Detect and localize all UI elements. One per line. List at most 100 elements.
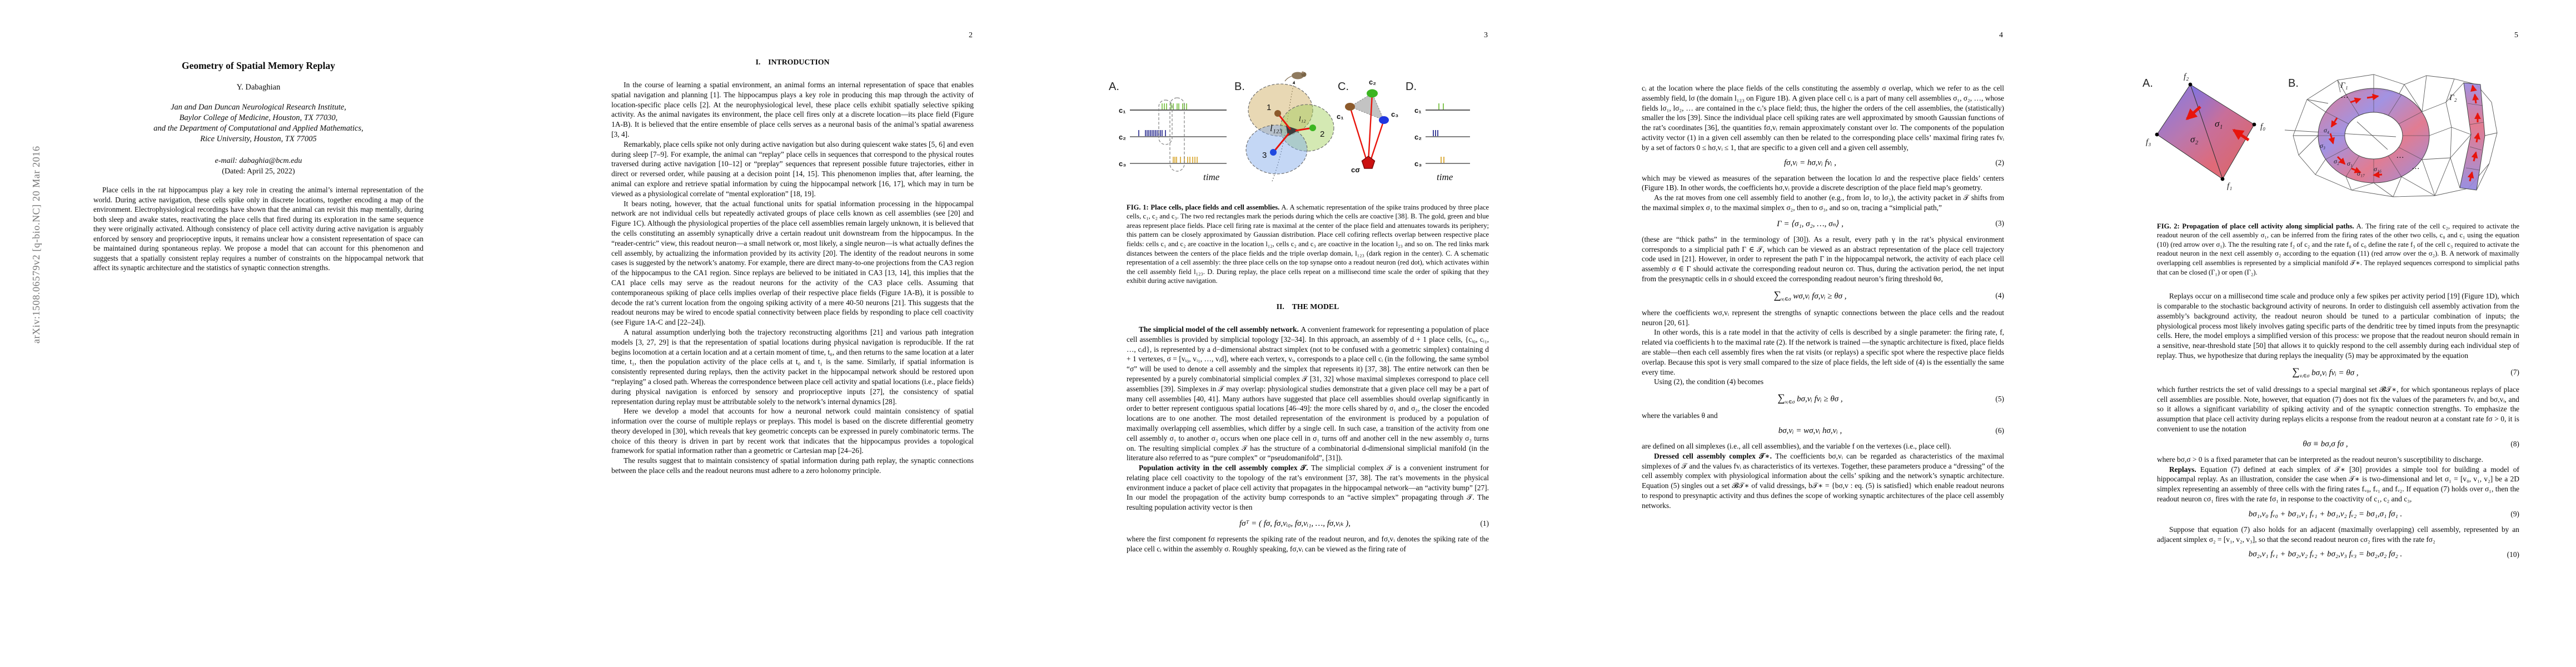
affiliation-line: and the Department of Computational and …: [153, 124, 363, 133]
readout-neuron-icon: [1361, 156, 1376, 169]
equation-body: bσ₂,v₁ fᵥ₁ + bσ₂,v₂ fᵥ₂ + bσ₂,v₃ fᵥ₃ = b…: [2248, 550, 2403, 559]
paragraph: are defined on all simplexes (i.e., all …: [1642, 441, 1951, 450]
affiliation-line: Baylor College of Medicine, Houston, TX …: [179, 113, 338, 122]
equation-6: bσ,vᵢ = wσ,vᵢ hσ,vᵢ , (6): [1642, 426, 2004, 436]
equation-body: bσ₁,v₀ fᵥ₀ + bσ₁,v₁ fᵥ₁ + bσ₁,v₂ fᵥ₂ = b…: [2248, 509, 2403, 519]
sigma16-label: σ₁₆: [2374, 165, 2381, 173]
place-field-center-3: [1270, 149, 1277, 156]
sigma3-label: σ₃: [2320, 142, 2325, 150]
equation-number: (9): [2510, 510, 2519, 519]
paragraph: Replays occur on a millisecond time scal…: [2157, 292, 2519, 360]
band-replay-arrows: [2467, 84, 2481, 182]
equation-1: fσᵀ = ( fσ, fσ,vᵢ₀, fσ,vᵢ₁, …, fσ,vᵢₖ ),…: [1127, 518, 1489, 529]
cell-c3-label: c₃: [1119, 160, 1126, 168]
cell-c1-label: c₁: [1414, 106, 1422, 115]
title-block: Geometry of Spatial Memory Replay Y. Dab…: [93, 60, 423, 273]
equation-body: ∑vᵢ∈σ bσ,vᵢ fvᵢ = θσ ,: [2292, 366, 2359, 379]
paper-author: Y. Dabaghian: [236, 83, 281, 92]
cell-c2-label: c₂: [1369, 78, 1376, 86]
cell-c1-label: c₁: [1337, 112, 1344, 121]
figure-2: A. f₂ f₀ f₁ f₃ σ₁ σ₂ B.: [2129, 69, 2507, 206]
fig1-panel-b-place-fields: B.: [1234, 71, 1334, 182]
vertex-f0-label: f₀: [2260, 122, 2265, 131]
l123-label: l₁₂₃: [1270, 123, 1283, 133]
place-field-center-1: [1274, 110, 1281, 117]
paper-affiliation: Jan and Dan Duncan Neurological Research…: [93, 102, 423, 145]
equation-number: (4): [1995, 291, 2004, 300]
trajectory-path: [1272, 81, 1296, 182]
fig2-panel-b-manifold: B.: [2284, 74, 2498, 197]
panel-d-label: D.: [1406, 81, 1417, 93]
paragraph: The simplicial model of the cell assembl…: [1127, 325, 1489, 462]
paragraph: The results suggest that to maintain con…: [611, 456, 974, 475]
cell-c2-node: [1367, 89, 1378, 98]
vertex-f2-label: f₂: [2184, 72, 2189, 81]
equation-9: bσ₁,v₀ fᵥ₀ + bσ₁,v₁ fᵥ₁ + bσ₁,v₂ fᵥ₂ = b…: [2157, 510, 2519, 519]
equation-3: Γ = ⟨σ₁, σ₂, …, σₙ⟩ , (3): [1642, 218, 2004, 229]
paragraph: In the course of learning a spatial envi…: [611, 81, 974, 138]
figure-1: A. c₁ c₂ c₃: [1104, 70, 1471, 191]
page-number: 4: [1999, 31, 2003, 39]
place-field-green: [1280, 104, 1334, 152]
panel-b-label: B.: [1234, 81, 1245, 93]
page-2: 2 I. INTRODUCTION In the course of learn…: [515, 0, 1030, 667]
paragraph: Population activity in the cell assembly…: [1127, 464, 1489, 512]
paragraph: As the rat moves from one cell assembly …: [1642, 193, 2004, 212]
equation-4: ∑vᵢ∈σ wσ,vᵢ fσ,vᵢ ≥ θσ , (4): [1642, 290, 2004, 302]
equation-body: θσ ≡ bσ,σ fσ ,: [2303, 439, 2348, 449]
equation-body: Γ = ⟨σ₁, σ₂, …, σₙ⟩ ,: [1777, 219, 1843, 228]
figure-2-caption: FIG. 2: Propagation of place cell activi…: [2157, 222, 2519, 276]
ring-replay-arrows: [2328, 93, 2383, 178]
paragraph: Replays. Equation (7) defined at each si…: [2157, 465, 2519, 503]
sigma1-label: σ₁: [2215, 118, 2223, 129]
paragraph: Suppose that equation (7) also holds for…: [2157, 525, 2519, 544]
page-5: 5: [2061, 0, 2576, 667]
rat-icon: [1284, 71, 1307, 82]
equation-number: (8): [2510, 440, 2519, 449]
equation-number: (7): [2510, 368, 2519, 377]
fig1-panel-c-cell-assembly: C. c₁ c₂ c₃ cσ: [1337, 78, 1398, 174]
cell-c2-label: c₂: [1119, 133, 1126, 141]
paper-email: e-mail: dabaghia@bcm.edu: [215, 157, 302, 165]
paragraph: where the coefficients wσ,vᵢ represent t…: [1642, 308, 2004, 327]
paper-date: (Dated: April 25, 2022): [222, 167, 295, 176]
field-1-label: 1: [1267, 103, 1271, 112]
page-number: 2: [969, 31, 973, 39]
equation-body: ∑vᵢ∈σ wσ,vᵢ fσ,vᵢ ≥ θσ ,: [1773, 289, 1847, 302]
paragraph: Using (2), the condition (4) becomes: [1654, 377, 1764, 386]
equation-2: fσ,vᵢ = hσ,vᵢ fvᵢ , (2): [1642, 158, 2004, 168]
paragraph: In other words, this is a rate model in …: [1642, 328, 2004, 376]
field-3-label: 3: [1262, 151, 1267, 160]
cell-c3-label: c₃: [1414, 160, 1422, 168]
synapse-links: [1349, 93, 1385, 163]
replay-arrow-sigma1: [2232, 128, 2250, 142]
figure-1-caption: FIG. 1: Place cells, place fields and ce…: [1127, 203, 1489, 285]
page-1: arXiv:1508.06579v2 [q-bio.NC] 20 Mar 201…: [0, 0, 515, 667]
sigma17-label: σ₁₇: [2357, 170, 2365, 177]
c3-replay-spikes: [1441, 157, 1444, 163]
gamma1-label: Γ₁: [2340, 81, 2348, 90]
c2-replay-spikes: [1433, 130, 1438, 136]
sigma2-label: σ₂: [2190, 134, 2198, 145]
paper-title: Geometry of Spatial Memory Replay: [181, 60, 336, 71]
section-heading-introduction: I. INTRODUCTION: [755, 58, 830, 66]
c3-spikes: [1173, 157, 1198, 163]
ring-triangulation: [2318, 88, 2429, 183]
cell-c3-node: [1379, 116, 1389, 124]
c1-replay-spikes: [1438, 103, 1444, 109]
paragraph: A natural assumption underlying both the…: [611, 327, 974, 406]
simplex-sigma2: [2156, 83, 2223, 180]
equation-body: ∑vᵢ∈σ bσ,vᵢ fvᵢ ≥ θσ ,: [1777, 392, 1843, 406]
simplicial-mesh: [2284, 74, 2498, 197]
band-triangulation: [2465, 103, 2484, 171]
readout-neuron-label: cσ: [1351, 166, 1360, 174]
panel-a-label: A.: [1109, 81, 1119, 93]
page-number: 3: [1484, 31, 1488, 39]
paragraph: cᵢ at the location where the place field…: [1642, 84, 2004, 152]
paragraph: It bears noting, however, that the actua…: [611, 199, 974, 327]
paragraph: Remarkably, place cells spike not only d…: [611, 140, 974, 198]
page-4: 4 cᵢ at the location where the place fie…: [1546, 0, 2061, 667]
paragraph: which may be viewed as measures of the s…: [1642, 173, 2004, 192]
place-field-center-2: [1309, 125, 1316, 131]
paragraph: where bσ,σ > 0 is a fixed parameter that…: [2157, 455, 2483, 464]
